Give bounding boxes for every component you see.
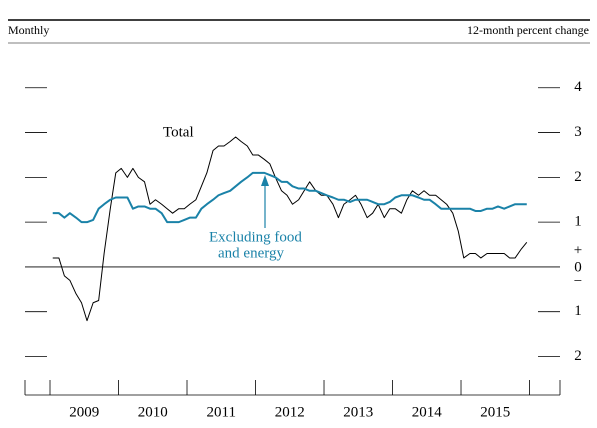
y-tick-label: 0: [574, 259, 582, 275]
series-line: [52, 136, 528, 322]
header-right: 12-month percent change: [467, 23, 589, 37]
y-tick-label: 2: [574, 169, 582, 185]
series-label: Excluding food: [209, 229, 302, 245]
y-tick-label: 1: [574, 303, 582, 319]
zero-sign: +: [574, 242, 582, 258]
x-tick-label: 2011: [207, 404, 236, 420]
y-tick-label: 2: [574, 348, 582, 364]
y-tick-label: 1: [574, 214, 582, 230]
header-left: Monthly: [8, 23, 49, 37]
x-tick-label: 2009: [69, 404, 99, 420]
series-label: Total: [163, 124, 194, 140]
x-tick-label: 2010: [138, 404, 168, 420]
arrow-head: [261, 175, 269, 186]
series-line: [52, 171, 527, 224]
x-tick-label: 2012: [275, 404, 305, 420]
x-tick-label: 2015: [480, 404, 510, 420]
x-tick-label: 2013: [343, 404, 373, 420]
x-tick-label: 2014: [412, 404, 443, 420]
zero-sign: −: [574, 273, 582, 289]
series-label: and energy: [218, 245, 284, 261]
y-tick-label: 3: [574, 124, 582, 140]
y-tick-label: 4: [574, 79, 582, 95]
